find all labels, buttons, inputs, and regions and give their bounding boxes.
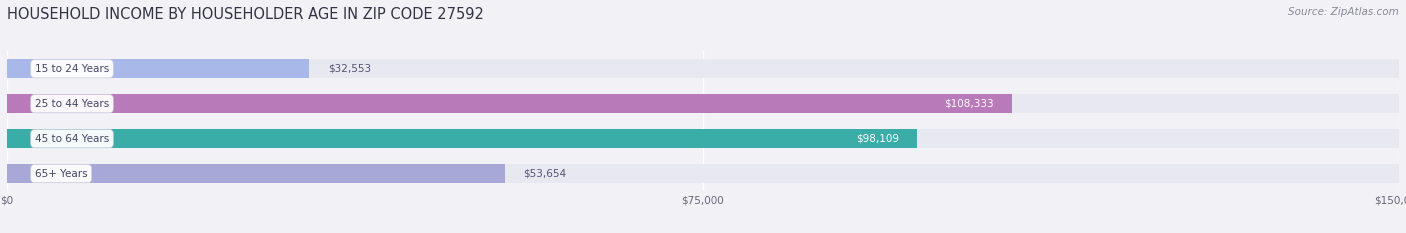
Text: $32,553: $32,553: [328, 64, 371, 74]
Bar: [7, 129, 918, 148]
Bar: [7, 59, 1399, 78]
Bar: [7, 129, 1399, 148]
Text: 65+ Years: 65+ Years: [35, 169, 87, 178]
Text: 15 to 24 Years: 15 to 24 Years: [35, 64, 110, 74]
Bar: [7, 164, 505, 183]
Text: $98,109: $98,109: [856, 134, 898, 144]
Bar: [7, 94, 1012, 113]
Text: HOUSEHOLD INCOME BY HOUSEHOLDER AGE IN ZIP CODE 27592: HOUSEHOLD INCOME BY HOUSEHOLDER AGE IN Z…: [7, 7, 484, 22]
Text: 25 to 44 Years: 25 to 44 Years: [35, 99, 110, 109]
Text: Source: ZipAtlas.com: Source: ZipAtlas.com: [1288, 7, 1399, 17]
Text: $108,333: $108,333: [945, 99, 994, 109]
Bar: [7, 94, 1399, 113]
Bar: [7, 59, 309, 78]
Text: 45 to 64 Years: 45 to 64 Years: [35, 134, 110, 144]
Text: $53,654: $53,654: [523, 169, 567, 178]
Bar: [7, 164, 1399, 183]
